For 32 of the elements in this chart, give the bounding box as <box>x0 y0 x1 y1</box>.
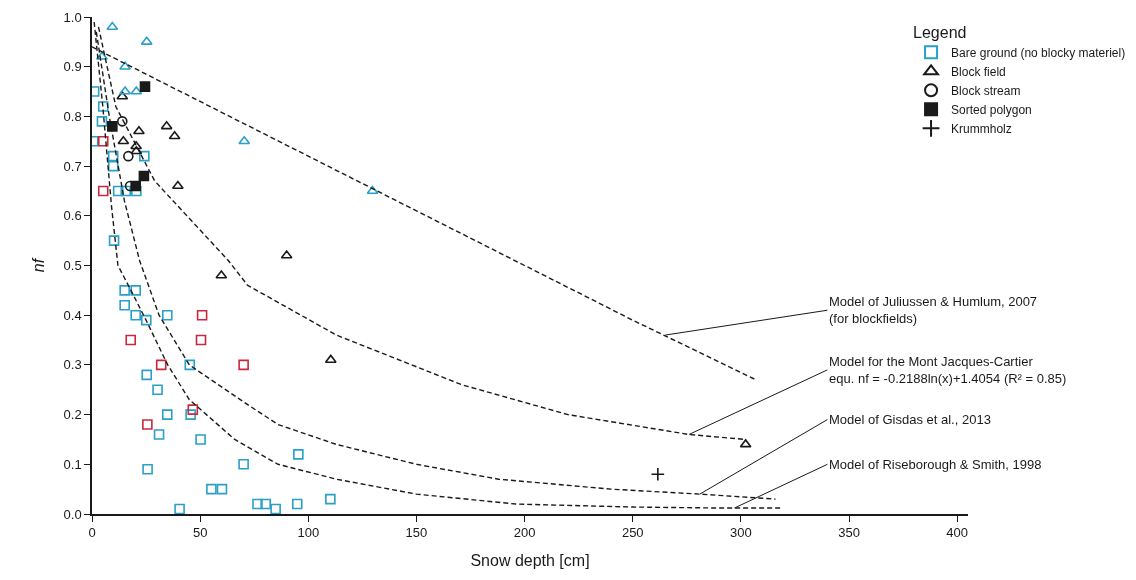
legend-label: Krummholz <box>951 121 1012 136</box>
y-tick-label: 0.4 <box>63 307 82 323</box>
x-tick-label: 400 <box>946 525 969 541</box>
legend-label: Sorted polygon <box>951 102 1032 117</box>
x-tick-label: 100 <box>297 525 320 541</box>
x-tick-label: 200 <box>513 525 536 541</box>
y-tick-label: 0.2 <box>63 407 82 423</box>
annotation: Model of Juliussen & Humlum, 2007 (for blockfields) <box>829 294 1038 326</box>
x-axis-title: Snow depth [cm] <box>470 551 590 569</box>
y-axis-title: nf <box>29 257 47 273</box>
x-tick-label: 300 <box>730 525 752 541</box>
y-tick-label: 0.9 <box>63 59 82 75</box>
legend-title: Legend <box>913 23 967 41</box>
y-tick-label: 0.3 <box>63 357 82 373</box>
legend-label: Bare ground (no blocky materiel) <box>951 45 1126 60</box>
y-tick-label: 0.0 <box>63 506 82 522</box>
y-tick-label: 0.1 <box>63 456 82 472</box>
x-tick-label: 0 <box>88 525 96 541</box>
y-tick-label: 0.6 <box>63 208 82 224</box>
y-tick-label: 0.5 <box>63 258 82 274</box>
y-tick-label: 1.0 <box>63 9 82 25</box>
legend-label: Block stream <box>951 83 1021 98</box>
annotation: Model for the Mont Jacques-Cartier equ. nf = -0.2188ln(x)+1.4054 (R² = 0.85) <box>829 354 1067 386</box>
annotation: Model of Riseborough & Smith, 1998 <box>829 457 1042 472</box>
legend-label: Block field <box>951 64 1006 79</box>
y-tick-label: 0.8 <box>63 108 82 124</box>
y-tick-label: 0.7 <box>63 158 82 174</box>
annotation: Model of Gisdas et al., 2013 <box>829 412 991 427</box>
x-tick-label: 250 <box>621 525 644 541</box>
x-tick-label: 50 <box>192 525 208 541</box>
x-tick-label: 350 <box>838 525 860 541</box>
x-tick-label: 150 <box>405 525 428 541</box>
